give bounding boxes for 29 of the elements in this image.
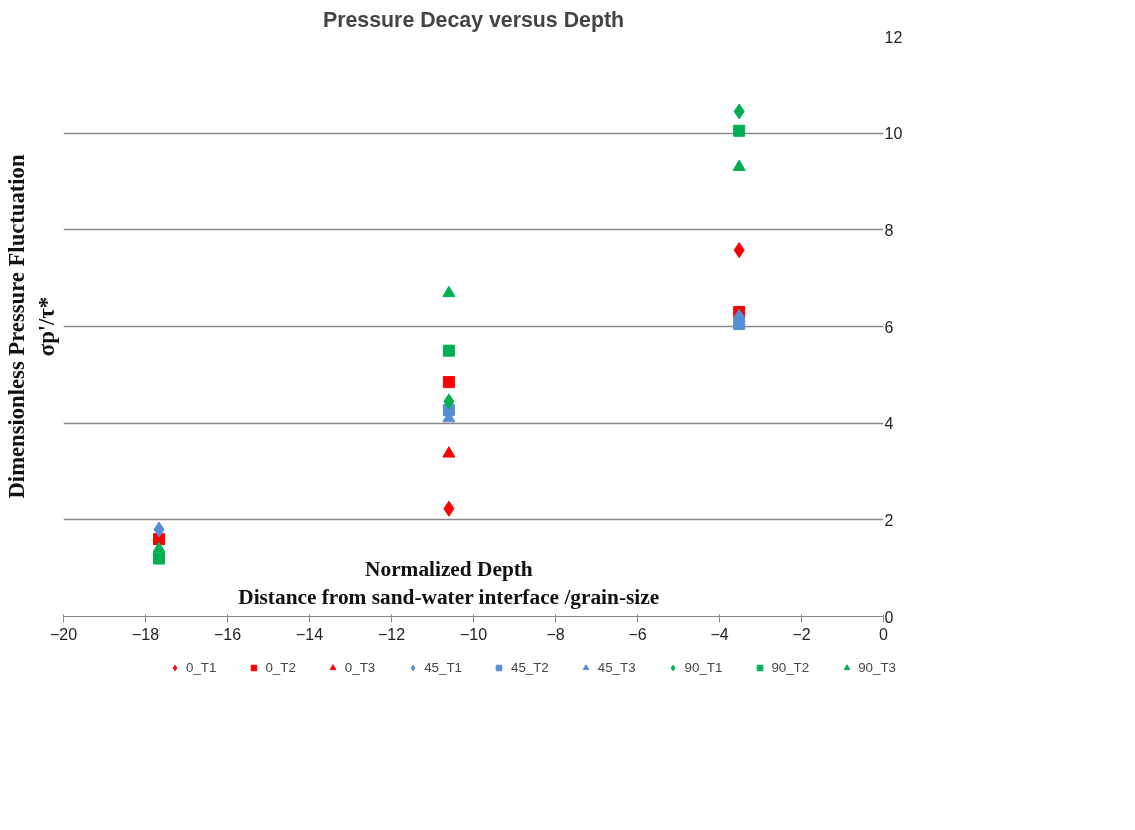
legend-label: 90_T1 <box>684 659 723 675</box>
y-tick-label: 6 <box>884 318 894 336</box>
x-tick-label: −6 <box>628 625 647 643</box>
x-tick-label: −14 <box>295 625 324 643</box>
legend-label: 45_T1 <box>424 659 462 675</box>
x-tick-label: −2 <box>792 625 811 643</box>
y-tick-label: 12 <box>884 28 903 46</box>
x-tick-label: −4 <box>710 625 729 643</box>
y-axis-title: Dimensionless Pressure Fluctuation σp'/τ* <box>3 154 59 499</box>
x-tick-label: −16 <box>213 625 242 643</box>
x-tick-label: −10 <box>459 625 488 643</box>
y-tick-label: 8 <box>884 221 894 239</box>
chart-title: Pressure Decay versus Depth <box>322 7 625 32</box>
legend-label: 45_T3 <box>597 659 636 675</box>
legend-label: 0_T1 <box>186 659 217 675</box>
y-tick-label: 2 <box>884 511 894 529</box>
x-tick-label: −20 <box>49 625 78 643</box>
y-tick-label: 4 <box>884 415 894 433</box>
y-tick-label: 0 <box>884 608 894 626</box>
legend-label: 0_T2 <box>265 659 296 675</box>
x-tick-label: −12 <box>377 625 406 643</box>
x-tick-label: −18 <box>131 625 160 643</box>
y-tick-label: 10 <box>884 125 903 143</box>
legend-label: 45_T2 <box>510 659 549 675</box>
x-axis-title: Normalized Depth Distance from sand-water interface /grain-size <box>238 556 660 609</box>
legend-label: 0_T3 <box>344 659 376 675</box>
legend-label: 90_T3 <box>858 659 896 675</box>
legend-label: 90_T2 <box>771 659 810 675</box>
x-tick-label: −8 <box>546 625 565 643</box>
